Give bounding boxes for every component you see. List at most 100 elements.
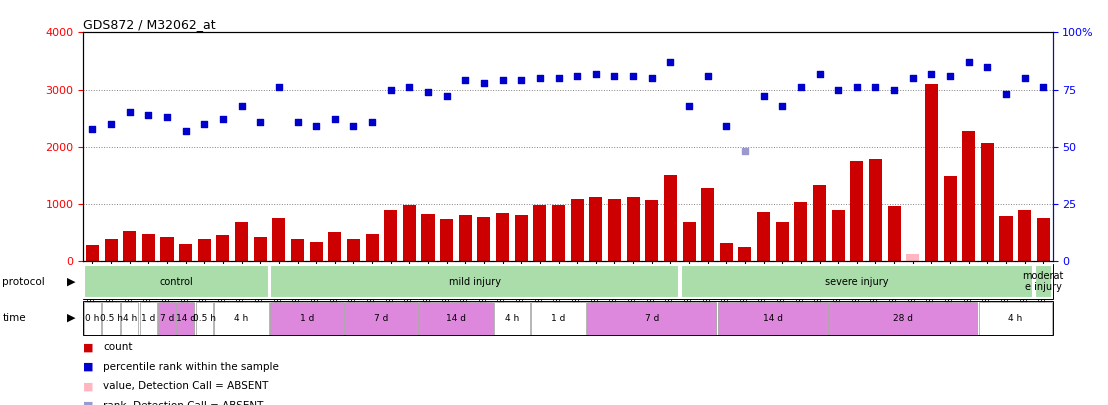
Bar bbox=[587, 302, 717, 335]
Bar bbox=[421, 214, 434, 261]
Bar bbox=[214, 302, 269, 335]
Text: 1 d: 1 d bbox=[141, 313, 155, 323]
Bar bbox=[328, 232, 341, 261]
Bar bbox=[179, 244, 192, 261]
Text: 14 d: 14 d bbox=[447, 313, 466, 323]
Text: 7 d: 7 d bbox=[375, 313, 389, 323]
Point bbox=[550, 75, 567, 81]
Bar bbox=[121, 302, 138, 335]
Text: 14 d: 14 d bbox=[763, 313, 783, 323]
Text: 14 d: 14 d bbox=[176, 313, 196, 323]
Bar bbox=[494, 302, 530, 335]
Bar bbox=[1037, 218, 1049, 261]
Point bbox=[363, 118, 381, 125]
Point bbox=[978, 64, 996, 70]
Bar bbox=[478, 217, 491, 261]
Point bbox=[736, 148, 753, 155]
Point bbox=[307, 123, 325, 130]
Bar bbox=[104, 239, 117, 261]
Bar bbox=[216, 235, 229, 261]
Bar bbox=[309, 242, 322, 261]
Point bbox=[848, 84, 865, 91]
Point bbox=[587, 70, 605, 77]
Bar bbox=[197, 239, 211, 261]
Bar bbox=[776, 222, 789, 261]
Text: 4 h: 4 h bbox=[235, 313, 248, 323]
Point bbox=[606, 72, 624, 79]
Point bbox=[960, 59, 977, 65]
Bar bbox=[680, 265, 1033, 298]
Text: protocol: protocol bbox=[2, 277, 45, 287]
Bar bbox=[683, 222, 696, 261]
Bar bbox=[718, 302, 829, 335]
Bar bbox=[345, 302, 418, 335]
Bar bbox=[832, 210, 844, 261]
Point bbox=[718, 123, 736, 130]
Point bbox=[512, 77, 530, 84]
Point bbox=[382, 86, 400, 93]
Bar bbox=[440, 220, 453, 261]
Bar bbox=[888, 206, 901, 261]
Point bbox=[438, 93, 455, 100]
Point bbox=[1016, 75, 1034, 81]
Point bbox=[941, 72, 958, 79]
Text: ▶: ▶ bbox=[66, 277, 75, 287]
Point bbox=[773, 102, 791, 109]
Text: ■: ■ bbox=[83, 343, 93, 352]
Text: rank, Detection Call = ABSENT: rank, Detection Call = ABSENT bbox=[103, 401, 264, 405]
Bar bbox=[999, 216, 1013, 261]
Text: 7 d: 7 d bbox=[160, 313, 174, 323]
Bar bbox=[962, 131, 975, 261]
Bar bbox=[813, 185, 827, 261]
Point bbox=[326, 116, 343, 123]
Point bbox=[252, 118, 269, 125]
Text: control: control bbox=[160, 277, 193, 287]
Point bbox=[400, 84, 418, 91]
Point bbox=[456, 77, 474, 84]
Text: ■: ■ bbox=[83, 382, 93, 391]
Text: 4 h: 4 h bbox=[1008, 313, 1023, 323]
Bar bbox=[944, 176, 956, 261]
Bar bbox=[140, 302, 157, 335]
Bar bbox=[552, 205, 565, 261]
Point bbox=[102, 121, 120, 127]
Bar bbox=[177, 302, 194, 335]
Point bbox=[923, 70, 941, 77]
Bar bbox=[1035, 265, 1051, 298]
Bar bbox=[645, 200, 658, 261]
Bar bbox=[254, 237, 267, 261]
Bar bbox=[925, 84, 938, 261]
Bar bbox=[84, 302, 101, 335]
Text: 0 h: 0 h bbox=[85, 313, 100, 323]
Point bbox=[475, 79, 493, 86]
Point bbox=[121, 109, 138, 116]
Bar bbox=[270, 302, 343, 335]
Point bbox=[83, 125, 101, 132]
Point bbox=[885, 86, 903, 93]
Bar bbox=[627, 197, 639, 261]
Bar bbox=[533, 205, 546, 261]
Bar bbox=[496, 213, 509, 261]
Bar bbox=[720, 243, 732, 261]
Bar bbox=[981, 143, 994, 261]
Point bbox=[997, 91, 1015, 98]
Point bbox=[755, 93, 772, 100]
Bar bbox=[515, 215, 527, 261]
Text: value, Detection Call = ABSENT: value, Detection Call = ABSENT bbox=[103, 382, 268, 391]
Point bbox=[680, 102, 698, 109]
Point bbox=[624, 72, 642, 79]
Point bbox=[214, 116, 232, 123]
Point bbox=[195, 121, 213, 127]
Bar bbox=[1018, 210, 1032, 261]
Text: mild injury: mild injury bbox=[449, 277, 501, 287]
Text: percentile rank within the sample: percentile rank within the sample bbox=[103, 362, 279, 372]
Point bbox=[866, 84, 884, 91]
Text: 0.5 h: 0.5 h bbox=[100, 313, 123, 323]
Bar bbox=[850, 160, 863, 261]
Point bbox=[494, 77, 512, 84]
Bar bbox=[158, 302, 176, 335]
Bar bbox=[270, 265, 679, 298]
Text: moderat
e injury: moderat e injury bbox=[1023, 271, 1064, 292]
Bar bbox=[978, 302, 1051, 335]
Bar bbox=[531, 302, 586, 335]
